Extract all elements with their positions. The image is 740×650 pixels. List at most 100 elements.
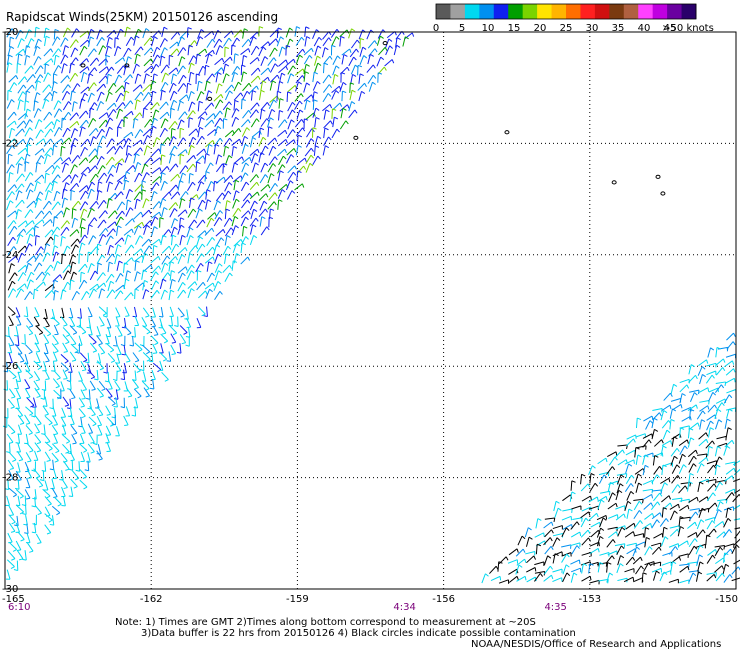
wind-barb-feather [11,164,15,168]
wind-barb-feather [67,127,71,132]
wind-barb-feather [607,562,612,565]
wind-barb [169,306,174,317]
note-line-1: Note: 1) Times are GMT 2)Times along bot… [115,617,536,628]
wind-barb [160,235,164,246]
wind-barb-feather [103,200,107,204]
wind-barb-feather [317,135,322,139]
wind-barb-feather [212,50,215,55]
wind-barb [233,239,242,247]
wind-barb [633,520,641,529]
wind-barb [660,536,666,547]
wind-barb [249,174,257,183]
wind-barb [106,74,109,85]
wind-barb-feather [127,234,132,238]
wind-barb [671,484,679,494]
wind-barb [98,306,107,314]
wind-barb [115,210,123,220]
wind-barb-feather [74,137,79,142]
wind-barb [135,235,141,245]
wind-barb [34,181,38,192]
wind-barb-feather [190,71,195,75]
wind-barb [44,121,53,130]
wind-barb-feather [699,544,704,549]
wind-barb-feather [650,502,654,507]
wind-barb [6,99,12,109]
wind-barb-feather [340,36,345,39]
y-tick-label: -26 [2,361,18,372]
wind-barb [304,99,308,110]
wind-barb-feather [236,37,240,42]
wind-barb [714,464,718,476]
wind-barb-feather [136,198,141,202]
wind-barb [650,501,658,510]
wind-barb [723,518,729,528]
wind-barb [169,270,172,281]
wind-barb [206,272,213,283]
wind-barb-feather [72,261,77,265]
wind-barb-feather [174,121,178,125]
wind-barb-feather [687,566,690,571]
wind-barb-feather [34,100,39,103]
wind-barb [588,563,591,574]
wind-barb [35,80,38,91]
wind-barb-feather [206,80,211,84]
wind-barb [88,148,96,157]
wind-barb-feather [668,495,671,500]
wind-barb-feather [120,273,124,277]
wind-barb-feather [227,190,232,195]
wind-barb [678,553,689,557]
wind-barb-feather [594,482,599,487]
wind-barb [152,47,158,57]
wind-barb [17,495,21,506]
wind-barb [125,145,129,156]
wind-barb-feather [154,342,159,346]
wind-barb [224,107,228,118]
wind-barb-feather [712,391,717,396]
wind-barb [151,36,155,47]
wind-barb [24,29,30,40]
wind-barb [294,93,302,102]
wind-barb-feather [123,116,129,119]
wind-barb [349,48,357,58]
wind-barb [60,289,64,300]
wind-barb-feather [149,37,153,42]
wind-barb [42,405,49,415]
wind-barb [241,91,248,101]
wind-barb-feather [289,180,294,184]
wind-barb-feather [106,413,111,416]
wind-barb [642,479,653,485]
wind-barb [98,210,106,219]
wind-barb-feather [279,170,284,174]
wind-barb [141,238,150,247]
wind-barb [43,58,52,66]
wind-barb-feather [662,445,667,449]
wind-barb-feather [60,157,63,162]
wind-barb [641,572,644,583]
wind-barb-feather [22,513,27,516]
wind-barb-feather [101,37,105,41]
wind-barb-feather [620,474,625,478]
wind-barb [294,183,303,191]
wind-barb-feather [729,574,733,579]
wind-barb [123,325,132,334]
wind-barb-feather [25,161,30,164]
wind-barb-feather [212,282,215,287]
wind-barb [34,210,42,220]
wind-barb [124,234,129,245]
wind-barb-feather [62,253,67,256]
wind-barb [241,156,250,164]
wind-barb [170,73,174,84]
island [504,130,510,135]
wind-barb-feather [46,252,51,256]
wind-barb-feather [135,153,140,157]
wind-barb-feather [107,73,112,77]
wind-barb [151,167,161,175]
wind-barb-feather [161,89,166,93]
wind-barb-feather [213,113,216,118]
wind-barb-feather [140,211,144,216]
wind-barb-feather [212,246,216,251]
wind-barb [707,528,715,537]
wind-barb [277,189,283,199]
wind-barb [24,489,31,499]
wind-barb [669,510,675,521]
